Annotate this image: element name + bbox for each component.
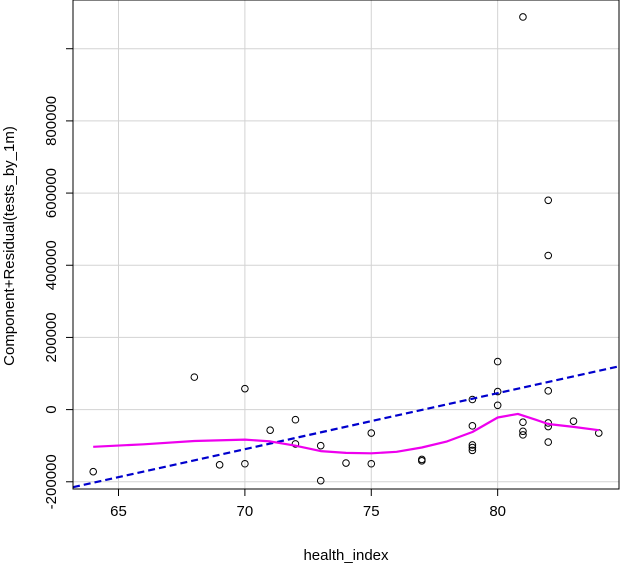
- data-point: [316, 476, 325, 485]
- plot-frame: [72, 0, 620, 490]
- data-point: [367, 429, 376, 437]
- data-point: [519, 431, 527, 439]
- data-point: [493, 357, 502, 366]
- data-point: [468, 395, 477, 404]
- x-tick-label: 80: [489, 503, 506, 520]
- x-tick-label: 75: [363, 503, 380, 520]
- data-point: [519, 427, 527, 436]
- data-point: [468, 441, 477, 449]
- data-points: [89, 13, 603, 485]
- data-point: [266, 426, 274, 434]
- axes: 65 70 75 80 -200000 0 200000 400000 600000 800000: [43, 48, 506, 520]
- data-point: [544, 387, 553, 395]
- data-point: [569, 417, 578, 425]
- y-tick-label: 0: [43, 405, 60, 413]
- data-point: [291, 415, 300, 424]
- data-point: [519, 418, 527, 427]
- data-point: [291, 440, 300, 448]
- data-point: [544, 196, 553, 205]
- smooth-fit-line: [93, 412, 599, 455]
- data-point: [493, 387, 502, 396]
- data-point: [544, 438, 553, 446]
- grid: [73, 0, 619, 489]
- data-point: [367, 459, 376, 468]
- y-tick-label: 400000: [43, 240, 60, 290]
- data-point: [89, 467, 98, 476]
- data-point: [342, 459, 350, 467]
- y-tick-label: 200000: [43, 312, 60, 362]
- data-point: [418, 457, 426, 465]
- data-point: [316, 441, 325, 450]
- x-axis-title: health_index: [303, 547, 389, 564]
- data-point: [544, 251, 553, 260]
- linear-fit-line: [72, 365, 620, 489]
- y-axis-title: Component+Residual(tests_by_1m): [1, 126, 18, 366]
- x-tick-label: 65: [110, 503, 127, 520]
- data-point: [468, 422, 477, 430]
- data-point: [493, 401, 502, 410]
- data-point: [215, 461, 224, 469]
- data-point: [241, 459, 249, 468]
- y-tick-label: 800000: [43, 96, 60, 146]
- data-point: [241, 384, 249, 393]
- y-tick-label: 600000: [43, 168, 60, 218]
- data-point: [468, 446, 477, 455]
- data-point: [468, 443, 477, 452]
- data-point: [190, 373, 199, 381]
- data-point: [519, 13, 527, 21]
- y-tick-label: -200000: [43, 454, 60, 509]
- x-tick-label: 70: [237, 503, 254, 520]
- fit-lines: [72, 365, 620, 489]
